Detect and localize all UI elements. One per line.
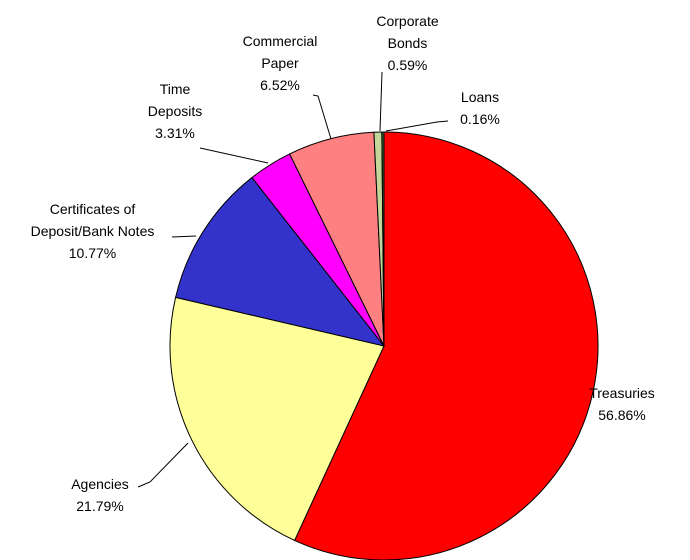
value-label: 6.52% [260,77,300,93]
category-name: Agencies [71,476,129,492]
category-name: Loans [460,89,500,105]
value-label: 56.86% [598,407,646,423]
pie-slice [381,131,385,347]
slice-label: Loans 0.16% [430,86,530,130]
slice-label: Agencies 21.79% [50,473,150,517]
value-label: 0.59% [387,57,428,73]
leader-line [199,147,269,164]
leader-line [137,442,189,488]
value-label: 0.16% [460,111,500,127]
value-label: 3.31% [155,125,195,141]
slice-label: Treasuries 56.86% [572,382,672,426]
pie-slice [293,131,599,560]
leader-line [171,235,197,238]
leader-line [385,120,449,132]
slice-label: Commercial Paper 6.52% [230,30,330,96]
category-name: Treasuries [589,385,655,401]
category-name: Corporate Bonds [376,13,439,51]
pie-slice [169,296,385,542]
pie-slice [175,176,386,347]
leader-line [379,71,383,132]
slice-label: Time Deposits 3.31% [140,78,210,144]
value-label: 10.77% [68,245,117,261]
slice-label: Corporate Bonds 0.59% [365,10,450,76]
category-name: Commercial Paper [242,33,318,71]
category-name: Time Deposits [147,81,203,119]
value-label: 21.79% [76,498,124,514]
slice-label: Certificates of Deposit/Bank Notes 10.77% [10,198,175,264]
category-name: Certificates of Deposit/Bank Notes [30,201,155,239]
leader-line [312,94,332,140]
